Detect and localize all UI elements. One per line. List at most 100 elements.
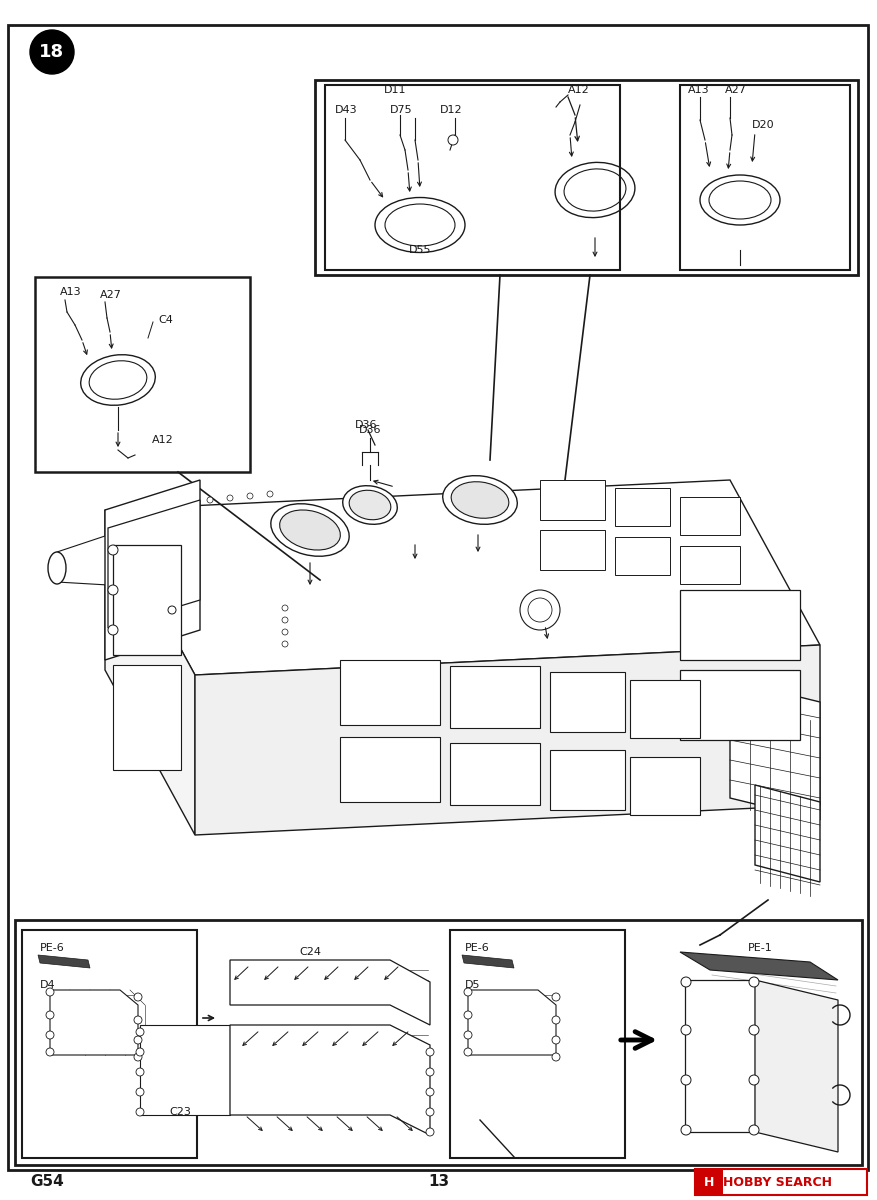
Text: PE-1: PE-1 (747, 943, 772, 953)
Bar (549, 672, 624, 732)
Circle shape (134, 1016, 142, 1024)
Text: PE-6: PE-6 (465, 943, 489, 953)
Circle shape (425, 1108, 433, 1116)
Bar (339, 660, 439, 725)
Ellipse shape (349, 491, 390, 520)
Text: D36: D36 (354, 420, 377, 430)
Circle shape (46, 1048, 54, 1056)
Circle shape (681, 1025, 690, 1034)
Text: D5: D5 (465, 980, 480, 990)
Circle shape (108, 584, 118, 595)
Ellipse shape (442, 475, 517, 524)
Text: A13: A13 (60, 287, 82, 296)
Text: D4: D4 (40, 980, 55, 990)
Polygon shape (55, 550, 160, 584)
Circle shape (267, 491, 273, 497)
Circle shape (552, 1016, 560, 1024)
Circle shape (681, 1075, 690, 1085)
Text: D36: D36 (359, 425, 381, 434)
Text: D11: D11 (383, 85, 406, 95)
Text: A13: A13 (688, 85, 709, 95)
Circle shape (425, 1088, 433, 1096)
Text: A27: A27 (100, 290, 122, 300)
Bar (679, 85, 849, 270)
Circle shape (748, 1124, 758, 1135)
Text: D75: D75 (389, 104, 412, 115)
Bar (679, 670, 799, 740)
Polygon shape (50, 990, 138, 1055)
Circle shape (227, 494, 232, 500)
Circle shape (552, 1054, 560, 1061)
Circle shape (447, 134, 458, 145)
Bar (339, 737, 439, 802)
Circle shape (463, 1010, 472, 1019)
Text: C23: C23 (169, 1106, 190, 1117)
Bar (695, 1169, 866, 1195)
Bar (450, 930, 624, 1158)
Polygon shape (139, 1025, 230, 1115)
Ellipse shape (280, 510, 340, 550)
Circle shape (552, 1036, 560, 1044)
Bar (679, 546, 739, 584)
Text: C4: C4 (158, 314, 173, 325)
Circle shape (168, 606, 175, 614)
Circle shape (463, 1031, 472, 1039)
Bar (450, 743, 539, 805)
Circle shape (282, 629, 288, 635)
Text: D20: D20 (751, 120, 774, 130)
Bar (15, 920, 861, 1165)
Bar (22, 930, 196, 1158)
Circle shape (136, 1108, 144, 1116)
Circle shape (46, 1031, 54, 1039)
Bar (614, 536, 669, 575)
Circle shape (136, 1048, 144, 1056)
Text: H: H (703, 1176, 713, 1188)
Circle shape (425, 1128, 433, 1136)
Text: 13: 13 (428, 1175, 449, 1189)
Circle shape (425, 1068, 433, 1076)
Polygon shape (105, 480, 200, 660)
Bar (113, 545, 181, 655)
Circle shape (134, 1054, 142, 1061)
Bar (679, 590, 799, 660)
Text: D55: D55 (409, 245, 431, 254)
Bar (324, 85, 619, 270)
Bar (35, 277, 250, 472)
Circle shape (552, 992, 560, 1001)
Circle shape (136, 1088, 144, 1096)
Circle shape (282, 641, 288, 647)
Circle shape (282, 617, 288, 623)
Polygon shape (105, 510, 195, 835)
Circle shape (46, 1010, 54, 1019)
Text: C24: C24 (299, 947, 321, 956)
Circle shape (425, 1048, 433, 1056)
Circle shape (136, 1068, 144, 1076)
Text: A12: A12 (567, 85, 589, 95)
Bar (113, 665, 181, 770)
Circle shape (681, 1124, 690, 1135)
Polygon shape (108, 500, 200, 628)
Polygon shape (105, 480, 819, 674)
Polygon shape (467, 990, 555, 1055)
Polygon shape (195, 644, 819, 835)
Circle shape (463, 988, 472, 996)
Bar (614, 488, 669, 526)
Polygon shape (57, 535, 108, 584)
Circle shape (748, 1025, 758, 1034)
Text: PE-6: PE-6 (40, 943, 65, 953)
Circle shape (519, 590, 560, 630)
Text: A27: A27 (724, 85, 746, 95)
Bar (539, 480, 604, 520)
Polygon shape (230, 960, 430, 1025)
Circle shape (463, 1048, 472, 1056)
Circle shape (134, 1036, 142, 1044)
Bar (695, 1169, 722, 1195)
Circle shape (748, 1075, 758, 1085)
Circle shape (246, 493, 253, 499)
Circle shape (527, 598, 552, 622)
Circle shape (282, 605, 288, 611)
Circle shape (681, 977, 690, 986)
Text: 18: 18 (39, 43, 65, 61)
Circle shape (30, 30, 74, 74)
Bar (630, 757, 699, 815)
